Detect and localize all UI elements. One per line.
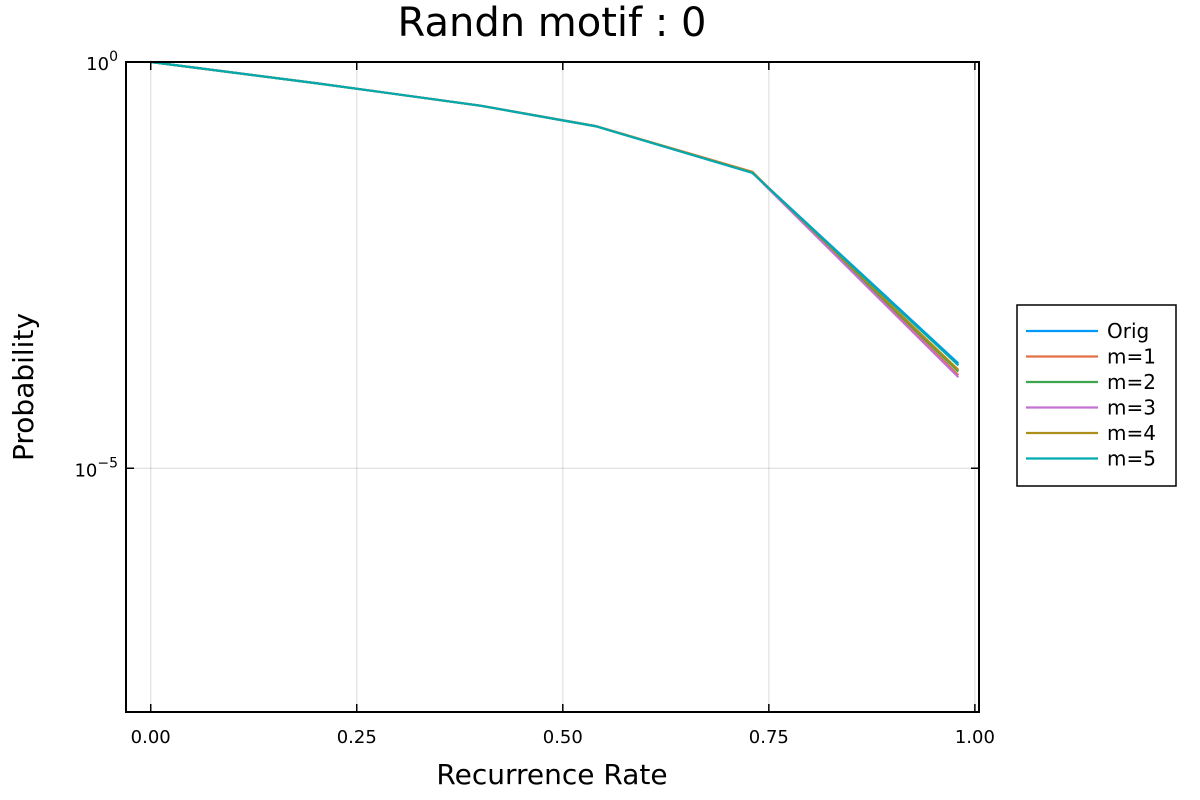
x-tick-label: 0.50 <box>543 727 583 748</box>
y-tick-label: 100 <box>86 49 118 75</box>
x-tick-label: 1.00 <box>955 727 995 748</box>
legend-label: m=1 <box>1107 345 1156 369</box>
x-tick-label: 0.00 <box>131 727 171 748</box>
series-line-m2 <box>150 60 960 373</box>
x-tick-label: 0.25 <box>337 727 377 748</box>
x-axis-title: Recurrence Rate <box>436 758 667 791</box>
plot-lines <box>150 60 960 378</box>
series-line-m4 <box>150 60 960 371</box>
legend-label: m=4 <box>1107 421 1156 445</box>
legend-label: Orig <box>1107 319 1149 343</box>
series-line-m5 <box>150 60 960 367</box>
plot-frame <box>125 61 980 713</box>
series-line-m3 <box>150 60 960 378</box>
chart-title: Randn motif : 0 <box>398 0 707 46</box>
y-axis-title: Probability <box>7 313 40 461</box>
y-tick-label: 10−5 <box>74 455 118 481</box>
legend-box <box>1016 304 1177 487</box>
series-line-m1 <box>150 60 960 376</box>
legend-label: m=5 <box>1107 447 1156 471</box>
x-tick-label: 0.75 <box>749 727 789 748</box>
grid <box>126 61 979 712</box>
series-line-Orig <box>150 60 960 365</box>
legend-label: m=3 <box>1107 396 1156 420</box>
axis-ticks: 0.00 0.25 0.50 0.75 1.00 100 10−5 <box>74 49 994 748</box>
legend-label: m=2 <box>1107 370 1156 394</box>
